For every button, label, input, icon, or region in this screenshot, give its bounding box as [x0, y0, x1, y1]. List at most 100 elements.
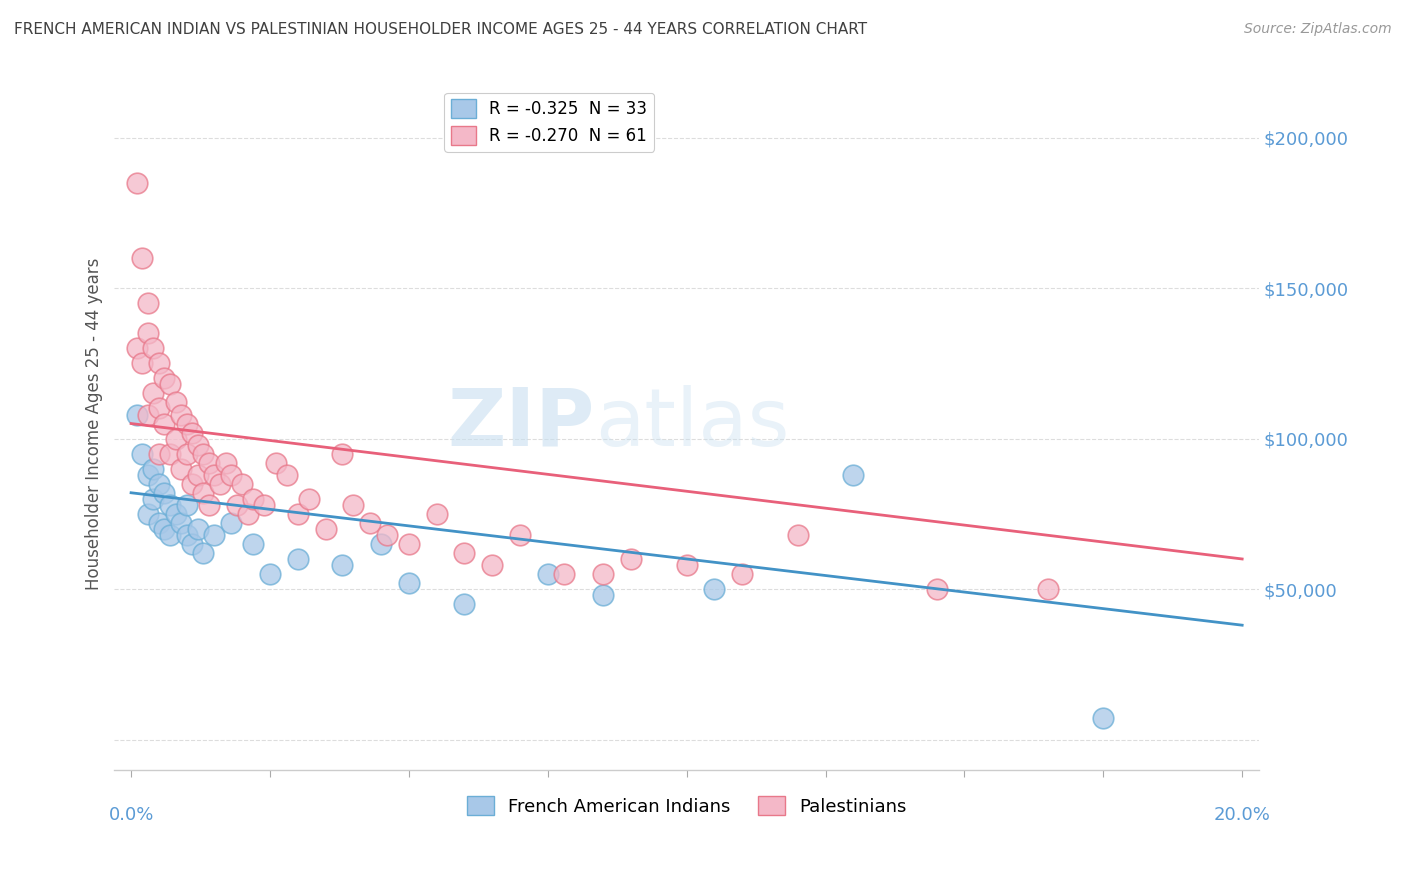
Point — [131, 447, 153, 461]
Point — [159, 528, 181, 542]
Point — [153, 417, 176, 431]
Point — [131, 356, 153, 370]
Point — [159, 447, 181, 461]
Point — [153, 522, 176, 536]
Point — [170, 516, 193, 530]
Point — [176, 498, 198, 512]
Point — [330, 447, 353, 461]
Point — [398, 576, 420, 591]
Point — [159, 498, 181, 512]
Point — [731, 567, 754, 582]
Legend: French American Indians, Palestinians: French American Indians, Palestinians — [460, 789, 914, 823]
Point — [165, 395, 187, 409]
Point — [148, 476, 170, 491]
Point — [242, 537, 264, 551]
Point — [287, 507, 309, 521]
Point — [1092, 711, 1115, 725]
Point — [202, 528, 225, 542]
Point — [453, 546, 475, 560]
Text: ZIP: ZIP — [449, 384, 595, 463]
Point — [225, 498, 247, 512]
Point — [925, 582, 948, 596]
Point — [181, 537, 204, 551]
Point — [159, 377, 181, 392]
Point — [330, 558, 353, 572]
Point — [219, 516, 242, 530]
Point — [148, 516, 170, 530]
Point — [481, 558, 503, 572]
Point — [193, 447, 215, 461]
Point — [370, 537, 392, 551]
Point — [181, 476, 204, 491]
Point — [131, 251, 153, 265]
Point — [193, 485, 215, 500]
Point — [148, 356, 170, 370]
Point — [153, 371, 176, 385]
Point — [187, 437, 209, 451]
Point — [553, 567, 575, 582]
Point — [198, 456, 221, 470]
Point — [176, 528, 198, 542]
Point — [165, 432, 187, 446]
Point — [136, 467, 159, 482]
Point — [426, 507, 449, 521]
Point — [142, 461, 165, 475]
Point — [208, 476, 231, 491]
Point — [242, 491, 264, 506]
Point — [148, 401, 170, 416]
Point — [142, 491, 165, 506]
Point — [176, 447, 198, 461]
Point — [509, 528, 531, 542]
Point — [537, 567, 560, 582]
Point — [675, 558, 697, 572]
Point — [842, 467, 865, 482]
Point — [187, 522, 209, 536]
Point — [786, 528, 808, 542]
Text: 0.0%: 0.0% — [108, 805, 153, 823]
Point — [398, 537, 420, 551]
Point — [214, 456, 236, 470]
Point — [193, 546, 215, 560]
Point — [148, 447, 170, 461]
Point — [264, 456, 287, 470]
Y-axis label: Householder Income Ages 25 - 44 years: Householder Income Ages 25 - 44 years — [86, 258, 103, 590]
Point — [165, 507, 187, 521]
Point — [219, 467, 242, 482]
Point — [259, 567, 281, 582]
Point — [153, 485, 176, 500]
Text: 20.0%: 20.0% — [1213, 805, 1271, 823]
Point — [170, 461, 193, 475]
Point — [359, 516, 381, 530]
Point — [136, 408, 159, 422]
Point — [342, 498, 364, 512]
Point — [176, 417, 198, 431]
Point — [202, 467, 225, 482]
Point — [198, 498, 221, 512]
Point — [136, 507, 159, 521]
Point — [181, 425, 204, 440]
Point — [142, 386, 165, 401]
Point — [253, 498, 276, 512]
Point — [136, 326, 159, 341]
Point — [236, 507, 259, 521]
Point — [276, 467, 298, 482]
Point — [142, 341, 165, 355]
Text: Source: ZipAtlas.com: Source: ZipAtlas.com — [1244, 22, 1392, 37]
Point — [125, 341, 148, 355]
Point — [231, 476, 253, 491]
Text: FRENCH AMERICAN INDIAN VS PALESTINIAN HOUSEHOLDER INCOME AGES 25 - 44 YEARS CORR: FRENCH AMERICAN INDIAN VS PALESTINIAN HO… — [14, 22, 868, 37]
Point — [315, 522, 337, 536]
Point — [453, 597, 475, 611]
Point — [620, 552, 643, 566]
Point — [703, 582, 725, 596]
Point — [125, 408, 148, 422]
Point — [125, 176, 148, 190]
Point — [592, 567, 614, 582]
Point — [287, 552, 309, 566]
Point — [1036, 582, 1059, 596]
Point — [187, 467, 209, 482]
Point — [375, 528, 398, 542]
Text: atlas: atlas — [595, 384, 789, 463]
Point — [170, 408, 193, 422]
Point — [298, 491, 321, 506]
